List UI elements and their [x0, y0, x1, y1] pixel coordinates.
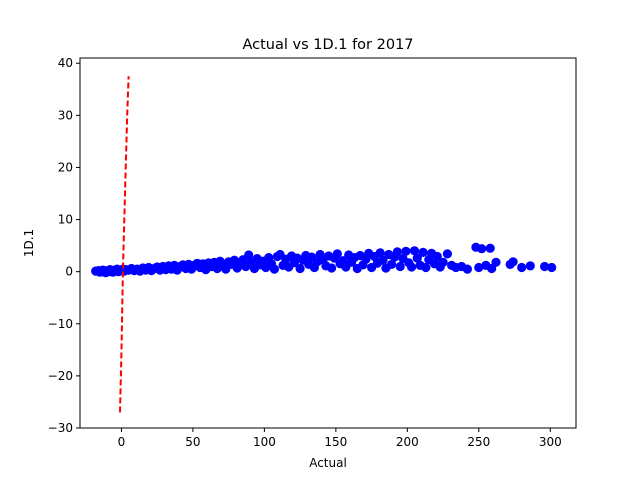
data-point	[412, 253, 422, 263]
data-point	[409, 246, 420, 256]
data-point	[485, 243, 495, 253]
data-point	[244, 250, 254, 260]
y-tick-label: −20	[48, 369, 73, 383]
data-point	[375, 248, 385, 258]
data-point	[269, 264, 279, 274]
data-point	[378, 255, 388, 265]
y-tick-label: −30	[48, 421, 73, 435]
data-point	[432, 251, 442, 262]
y-tick-label: 40	[58, 56, 73, 70]
data-point	[395, 261, 405, 272]
data-point	[418, 247, 428, 257]
data-point	[387, 259, 397, 269]
points-layer	[91, 242, 557, 278]
data-point	[295, 263, 305, 274]
data-point	[517, 262, 527, 273]
data-point	[438, 257, 448, 267]
x-tick-label: 0	[118, 435, 126, 449]
data-point	[547, 262, 557, 273]
data-point	[462, 264, 472, 274]
data-point	[442, 249, 452, 259]
data-point	[477, 244, 487, 254]
data-point	[540, 261, 550, 272]
data-point	[401, 246, 411, 256]
y-tick-label: 0	[65, 265, 73, 279]
x-tick-label: 100	[253, 435, 276, 449]
data-point	[421, 262, 431, 273]
x-axis-label: Actual	[309, 456, 347, 470]
y-axis-label: 1D.1	[22, 229, 36, 257]
x-tick-label: 200	[396, 435, 419, 449]
y-tick-label: 20	[58, 160, 73, 174]
plot-frame	[79, 57, 577, 429]
data-point	[525, 261, 535, 271]
y-axis-ticks: −30 −20 −10 0 10 20 30 40	[48, 56, 80, 435]
y-tick-label: 30	[58, 108, 73, 122]
data-point	[332, 249, 342, 259]
x-tick-label: 50	[185, 435, 200, 449]
reference-line	[119, 76, 130, 413]
data-point	[474, 262, 484, 273]
y-tick-label: 10	[58, 213, 73, 227]
x-tick-label: 250	[467, 435, 490, 449]
data-point	[508, 257, 518, 267]
data-point	[407, 262, 417, 272]
data-point	[491, 257, 501, 267]
data-point	[392, 247, 402, 257]
x-tick-label: 150	[324, 435, 347, 449]
x-tick-label: 300	[539, 435, 562, 449]
chart-title: Actual vs 1D.1 for 2017	[242, 37, 413, 53]
y-tick-label: −10	[48, 317, 73, 331]
reference-line-layer	[119, 76, 130, 413]
data-point	[327, 263, 337, 273]
x-axis-ticks: 0 50 100 150 200 250 300	[118, 428, 562, 449]
